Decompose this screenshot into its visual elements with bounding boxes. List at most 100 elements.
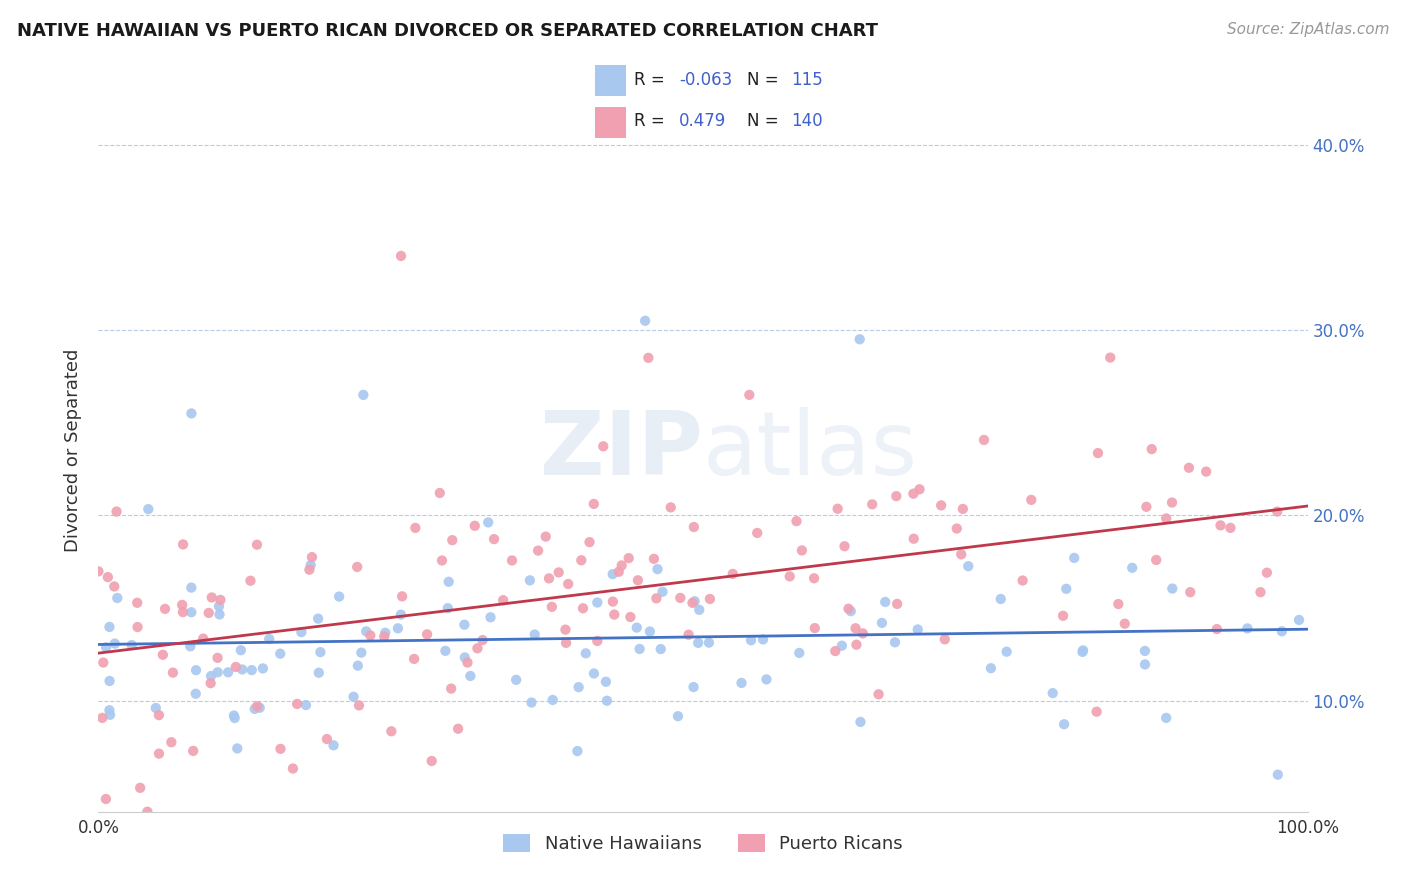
Point xyxy=(607,565,630,579)
Point xyxy=(373,630,395,644)
Point xyxy=(389,607,412,622)
Point xyxy=(886,597,908,611)
Point xyxy=(97,570,120,584)
Point xyxy=(447,722,470,736)
Point xyxy=(572,601,595,615)
Point xyxy=(148,747,170,761)
Point xyxy=(98,707,121,722)
Point xyxy=(1052,608,1074,623)
Point xyxy=(479,610,502,624)
Point xyxy=(952,502,974,516)
Point xyxy=(980,661,1002,675)
Point xyxy=(569,553,592,567)
Point xyxy=(200,676,222,690)
Point xyxy=(281,762,304,776)
Point xyxy=(803,571,825,585)
Point xyxy=(884,635,907,649)
Point xyxy=(290,625,312,640)
Point xyxy=(328,590,350,604)
Point xyxy=(222,708,245,723)
Point xyxy=(596,694,619,708)
Point xyxy=(527,543,550,558)
Point xyxy=(1265,505,1288,519)
Point xyxy=(870,615,893,630)
Point xyxy=(226,741,249,756)
Point xyxy=(208,607,231,622)
Point xyxy=(91,656,114,670)
Point xyxy=(104,636,127,650)
Point xyxy=(1178,460,1201,475)
Text: ZIP: ZIP xyxy=(540,407,703,494)
Point xyxy=(121,638,143,652)
Point xyxy=(1063,550,1085,565)
Point xyxy=(682,680,704,694)
Point xyxy=(429,486,451,500)
Point xyxy=(852,626,875,640)
Point xyxy=(347,698,370,713)
Point xyxy=(567,744,589,758)
Point xyxy=(181,744,204,758)
Point xyxy=(1087,446,1109,460)
FancyBboxPatch shape xyxy=(595,65,626,95)
Point xyxy=(1042,686,1064,700)
Point xyxy=(207,650,229,665)
Point xyxy=(1121,561,1143,575)
Point xyxy=(837,601,859,615)
Point xyxy=(785,514,807,528)
Point xyxy=(1236,621,1258,635)
Point xyxy=(464,518,486,533)
Point xyxy=(738,388,761,402)
Point xyxy=(1209,518,1232,533)
Point xyxy=(868,687,890,701)
Point xyxy=(669,591,692,605)
Point xyxy=(610,558,633,573)
Point xyxy=(957,559,980,574)
Text: N =: N = xyxy=(747,70,778,88)
Point xyxy=(721,566,744,581)
Point xyxy=(1085,705,1108,719)
Point xyxy=(217,665,239,680)
Point xyxy=(225,660,247,674)
Point xyxy=(389,249,412,263)
Text: R =: R = xyxy=(634,112,665,130)
Point xyxy=(903,486,925,500)
Point xyxy=(950,547,973,561)
Point xyxy=(1267,767,1289,781)
Point xyxy=(437,574,460,589)
Point xyxy=(617,551,640,566)
Point xyxy=(755,673,778,687)
Point xyxy=(136,805,159,819)
Point xyxy=(471,633,494,648)
Point xyxy=(240,663,263,677)
Point xyxy=(651,584,673,599)
Point xyxy=(180,581,202,595)
Point xyxy=(860,497,883,511)
Point xyxy=(172,605,194,619)
Point xyxy=(1133,657,1156,672)
Point xyxy=(520,696,543,710)
Point xyxy=(929,499,952,513)
Point xyxy=(523,627,546,641)
Text: N =: N = xyxy=(747,112,778,130)
Point xyxy=(193,632,215,646)
Point xyxy=(645,591,668,606)
Point xyxy=(683,520,706,534)
Point xyxy=(555,636,578,650)
Point xyxy=(416,627,439,641)
Point xyxy=(200,669,222,683)
Point xyxy=(456,656,478,670)
Point xyxy=(208,599,231,614)
Text: atlas: atlas xyxy=(703,407,918,494)
Point xyxy=(666,709,689,723)
Point xyxy=(127,596,149,610)
Point xyxy=(492,593,515,607)
Point xyxy=(1133,644,1156,658)
Point xyxy=(831,639,853,653)
Point xyxy=(98,703,121,717)
Point xyxy=(127,620,149,634)
Point xyxy=(201,591,224,605)
Point xyxy=(269,647,291,661)
Point xyxy=(592,439,614,453)
Point xyxy=(224,711,246,725)
Text: 140: 140 xyxy=(792,112,823,130)
